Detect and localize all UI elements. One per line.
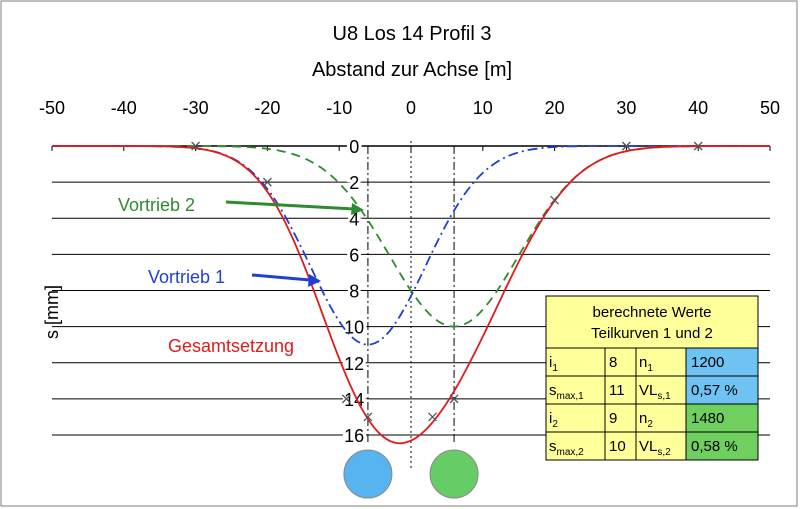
- measure-point-2: [341, 394, 351, 404]
- y-tick-label-6: 12: [344, 354, 364, 374]
- table-cell-1-3: [685, 375, 759, 405]
- table-cell-0-1: [604, 347, 637, 377]
- x-tick-label-3: -20: [254, 98, 280, 118]
- series-label-vortrieb-2: Vortrieb 2: [118, 195, 195, 215]
- y-tick-label-5: 10: [344, 318, 364, 338]
- series-line-1: [52, 145, 770, 346]
- measure-point-8: [693, 141, 703, 151]
- table-cell-3-3: [685, 431, 759, 461]
- x-tick-label-8: 30: [616, 98, 636, 118]
- y-axis-label: s [mm]: [42, 285, 62, 339]
- table-cell-0-2: [635, 347, 687, 377]
- table-value2-3: 0,58 %: [691, 438, 738, 455]
- measure-point-3: [363, 412, 373, 422]
- table-cell-3-0: [545, 431, 606, 461]
- arrow-vortrieb-2: [225, 200, 355, 211]
- series-line-3: [52, 145, 770, 445]
- measure-point-6: [550, 195, 560, 205]
- x-tick-label-9: 40: [688, 98, 708, 118]
- measure-point-5: [449, 394, 459, 404]
- table-value2-2: 1480: [691, 410, 724, 427]
- series-line-2: [52, 145, 770, 328]
- marker-layer: [191, 141, 703, 422]
- x-tick-label-7: 20: [545, 98, 565, 118]
- tunnel-circle-1: [343, 449, 393, 499]
- chart-subtitle: Abstand zur Achse [m]: [312, 59, 512, 81]
- table-cell-0-3: [685, 347, 759, 377]
- x-tick-label-5: 0: [406, 98, 416, 118]
- table-cell-0-0: [545, 347, 606, 377]
- x-tick-label-0: -50: [39, 98, 65, 118]
- measure-point-1: [262, 177, 272, 187]
- table-label1-3: smax,2: [549, 438, 584, 458]
- measure-point-7: [621, 141, 631, 151]
- table-label2-0: n1: [639, 354, 653, 374]
- measure-point-4: [428, 412, 437, 422]
- table-cell-1-1: [604, 375, 637, 405]
- y-tick-label-0: 0: [349, 137, 359, 157]
- table-cell-1-0: [545, 375, 606, 405]
- x-tick-label-6: 10: [473, 98, 493, 118]
- arrow-vortrieb-1: [251, 273, 311, 282]
- tunnel-layer: [343, 449, 479, 499]
- table-label2-3: VLs,2: [639, 438, 671, 458]
- x-tick-label-4: -10: [326, 98, 352, 118]
- table-value1-1: 11: [609, 382, 625, 399]
- series-label-vortrieb-1: Vortrieb 1: [148, 267, 225, 287]
- curve-layer: [52, 145, 770, 445]
- table-label1-0: i1: [549, 354, 558, 374]
- arrow-head-vortrieb-1: [308, 274, 321, 287]
- table-value1-3: 10: [609, 438, 626, 455]
- table-header-line-2: Teilkurven 1 und 2: [591, 325, 713, 342]
- series-label-group-1: Vortrieb 1: [148, 267, 321, 287]
- table-label1-1: smax,1: [549, 382, 584, 402]
- table-value2-0: 1200: [691, 354, 724, 371]
- y-tick-label-2: 4: [349, 209, 359, 229]
- table-value1-0: 8: [609, 354, 617, 371]
- series-label-group-2: Vortrieb 2: [118, 195, 364, 215]
- y-tick-label-4: 8: [349, 282, 359, 302]
- chart-title: U8 Los 14 Profil 3: [333, 23, 492, 45]
- measure-point-0: [191, 141, 201, 151]
- y-tick-label-1: 2: [349, 173, 359, 193]
- x-tick-label-2: -30: [183, 98, 209, 118]
- table-label1-2: i2: [549, 410, 558, 430]
- table-cell-2-0: [545, 403, 606, 433]
- table-label2-1: VLs,1: [639, 382, 671, 402]
- table-value1-2: 9: [609, 410, 617, 427]
- table-cell-3-2: [635, 431, 687, 461]
- arrow-head-vortrieb-2: [351, 203, 364, 215]
- table-header-line-1: berechnete Werte: [593, 304, 712, 321]
- table-cell-2-1: [604, 403, 637, 433]
- tunnel-circle-2: [429, 449, 479, 499]
- table-label2-2: n2: [639, 410, 653, 430]
- values-table: berechnete Werte Teilkurven 1 und 2 i1 8 n1 1…: [545, 295, 759, 461]
- y-tick-label-8: 16: [344, 426, 364, 446]
- y-tick-label-3: 6: [349, 245, 359, 265]
- x-tick-label-1: -40: [111, 98, 137, 118]
- x-tick-label-10: 50: [760, 98, 780, 118]
- table-value2-1: 0,57 %: [691, 382, 738, 399]
- table-cell-2-3: [685, 403, 759, 433]
- table-header-cell: [545, 295, 759, 349]
- series-label-gesamtsetzung: Gesamtsetzung: [168, 336, 294, 356]
